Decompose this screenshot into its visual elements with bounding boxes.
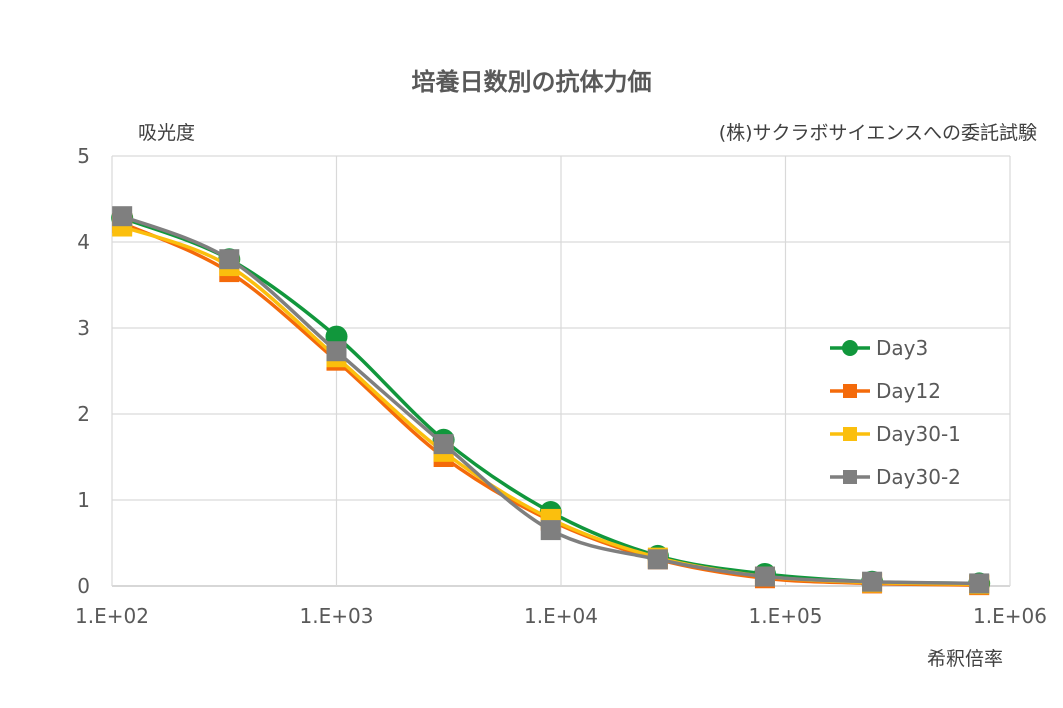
data-point-day30-2 (433, 434, 454, 455)
x-tick-label: 1.E+03 (300, 604, 374, 628)
legend-marker-day12 (843, 384, 857, 398)
data-point-day30-2 (112, 206, 133, 227)
data-point-day30-2 (219, 249, 240, 270)
x-axis-label: 希釈倍率 (926, 648, 1003, 670)
data-point-day30-2 (540, 520, 561, 541)
y-axis-label: 吸光度 (138, 122, 196, 144)
y-tick-label: 1 (77, 488, 90, 512)
x-tick-label: 1.E+06 (973, 604, 1047, 628)
y-tick-label: 4 (77, 230, 90, 254)
y-tick-label: 5 (77, 144, 90, 168)
legend-label-day12: Day12 (876, 379, 941, 403)
y-tick-label: 0 (77, 574, 90, 598)
data-point-day30-2 (754, 566, 775, 587)
y-tick-label: 2 (77, 402, 90, 426)
data-point-day30-2 (862, 571, 883, 592)
data-point-day30-2 (647, 549, 668, 570)
data-point-day30-2 (326, 341, 347, 362)
chart-title: 培養日数別の抗体力価 (411, 68, 652, 96)
legend-marker-day3 (842, 340, 858, 356)
legend-label-day30-1: Day30-1 (876, 422, 961, 446)
legend-label-day3: Day3 (876, 336, 928, 360)
legend-marker-day30-2 (843, 470, 857, 484)
legend-marker-day30-1 (843, 427, 857, 441)
x-tick-label: 1.E+05 (749, 604, 823, 628)
legend-label-day30-2: Day30-2 (876, 465, 961, 489)
chart-note: (株)サクラボサイエンスへの委託試験 (718, 122, 1037, 144)
y-tick-label: 3 (77, 316, 90, 340)
x-tick-label: 1.E+02 (75, 604, 149, 628)
data-point-day30-2 (969, 573, 990, 594)
x-tick-label: 1.E+04 (524, 604, 598, 628)
